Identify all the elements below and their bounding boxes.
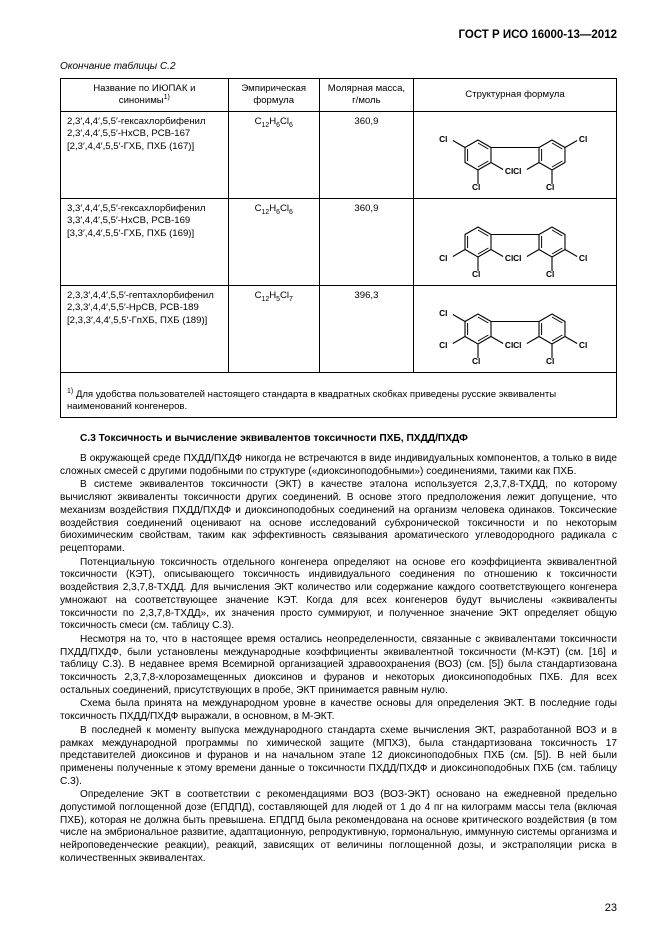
page-container: ГОСТ Р ИСО 16000-13—2012 Окончание табли… xyxy=(0,0,661,935)
svg-text:Cl: Cl xyxy=(546,356,554,366)
svg-text:Cl: Cl xyxy=(472,182,480,192)
svg-text:Cl: Cl xyxy=(505,166,513,176)
svg-text:Cl: Cl xyxy=(513,340,521,350)
table-row: 3,3′,4,4′,5,5′-гексахлорбифенил3,3′,4,4′… xyxy=(61,199,617,286)
svg-text:Cl: Cl xyxy=(513,166,521,176)
svg-text:Cl: Cl xyxy=(439,308,447,318)
svg-text:Cl: Cl xyxy=(472,356,480,366)
compound-formula-cell: C12H5Cl7 xyxy=(228,286,319,373)
svg-text:Cl: Cl xyxy=(505,253,513,263)
header-struct: Структурная формула xyxy=(414,78,617,112)
svg-text:Cl: Cl xyxy=(439,134,447,144)
header-mass: Молярная масса, г/моль xyxy=(319,78,413,112)
structure-diagram: ClClClClClCl xyxy=(420,203,610,281)
table-row: 2,3,3′,4,4′,5,5′-гептахлорбифенил2,3,3′,… xyxy=(61,286,617,373)
body-paragraph: Схема была принята на международном уров… xyxy=(60,698,617,723)
header-name-sup: 1) xyxy=(164,94,170,101)
body-paragraph: В системе эквивалентов токсичности (ЭКТ)… xyxy=(60,479,617,555)
paragraphs-container: В окружающей среде ПХДД/ПХДФ никогда не … xyxy=(60,453,617,866)
page-number: 23 xyxy=(605,901,617,915)
header-name-text: Название по ИЮПАК и синонимы xyxy=(93,83,195,106)
body-paragraph: Несмотря на то, что в настоящее время ос… xyxy=(60,634,617,698)
svg-text:Cl: Cl xyxy=(579,253,587,263)
body-paragraph: В последней к моменту выпуска международ… xyxy=(60,725,617,789)
svg-text:Cl: Cl xyxy=(472,269,480,279)
compound-name-cell: 2,3′,4,4′,5,5′-гексахлорбифенил2,3′,4,4′… xyxy=(61,112,229,199)
body-paragraph: В окружающей среде ПХДД/ПХДФ никогда не … xyxy=(60,453,617,478)
table-footnote-cell: 1) Для удобства пользователей настоящего… xyxy=(61,373,617,418)
svg-text:Cl: Cl xyxy=(439,340,447,350)
compound-mass-cell: 360,9 xyxy=(319,199,413,286)
svg-text:Cl: Cl xyxy=(579,134,587,144)
footnote-text: Для удобства пользователей настоящего ст… xyxy=(67,389,556,412)
table-header: Название по ИЮПАК и синонимы1) Эмпиричес… xyxy=(61,78,617,112)
compound-formula-cell: C12H6Cl6 xyxy=(228,199,319,286)
document-header: ГОСТ Р ИСО 16000-13—2012 xyxy=(60,28,617,43)
svg-text:Cl: Cl xyxy=(579,340,587,350)
body-paragraph: Потенциальную токсичность отдельного кон… xyxy=(60,557,617,633)
header-name: Название по ИЮПАК и синонимы1) xyxy=(61,78,229,112)
table-row: 2,3′,4,4′,5,5′-гексахлорбифенил2,3′,4,4′… xyxy=(61,112,617,199)
structure-diagram: ClClClClClClCl xyxy=(420,290,610,368)
compound-structure-cell: ClClClClClCl xyxy=(414,112,617,199)
compound-table: Название по ИЮПАК и синонимы1) Эмпиричес… xyxy=(60,78,617,419)
compound-formula-cell: C12H6Cl6 xyxy=(228,112,319,199)
svg-text:Cl: Cl xyxy=(505,340,513,350)
table-body: 2,3′,4,4′,5,5′-гексахлорбифенил2,3′,4,4′… xyxy=(61,112,617,373)
svg-text:Cl: Cl xyxy=(546,182,554,192)
svg-text:Cl: Cl xyxy=(439,253,447,263)
compound-mass-cell: 360,9 xyxy=(319,112,413,199)
body-paragraph: Определение ЭКТ в соответствии с рекомен… xyxy=(60,789,617,865)
compound-name-cell: 2,3,3′,4,4′,5,5′-гептахлорбифенил2,3,3′,… xyxy=(61,286,229,373)
table-caption: Окончание таблицы С.2 xyxy=(60,61,617,74)
header-formula: Эмпирическая формула xyxy=(228,78,319,112)
compound-mass-cell: 396,3 xyxy=(319,286,413,373)
compound-name-cell: 3,3′,4,4′,5,5′-гексахлорбифенил3,3′,4,4′… xyxy=(61,199,229,286)
svg-text:Cl: Cl xyxy=(513,253,521,263)
compound-structure-cell: ClClClClClClCl xyxy=(414,286,617,373)
section-heading: С.3 Токсичность и вычисление эквиваленто… xyxy=(60,432,617,445)
structure-diagram: ClClClClClCl xyxy=(420,116,610,194)
svg-text:Cl: Cl xyxy=(546,269,554,279)
compound-structure-cell: ClClClClClCl xyxy=(414,199,617,286)
